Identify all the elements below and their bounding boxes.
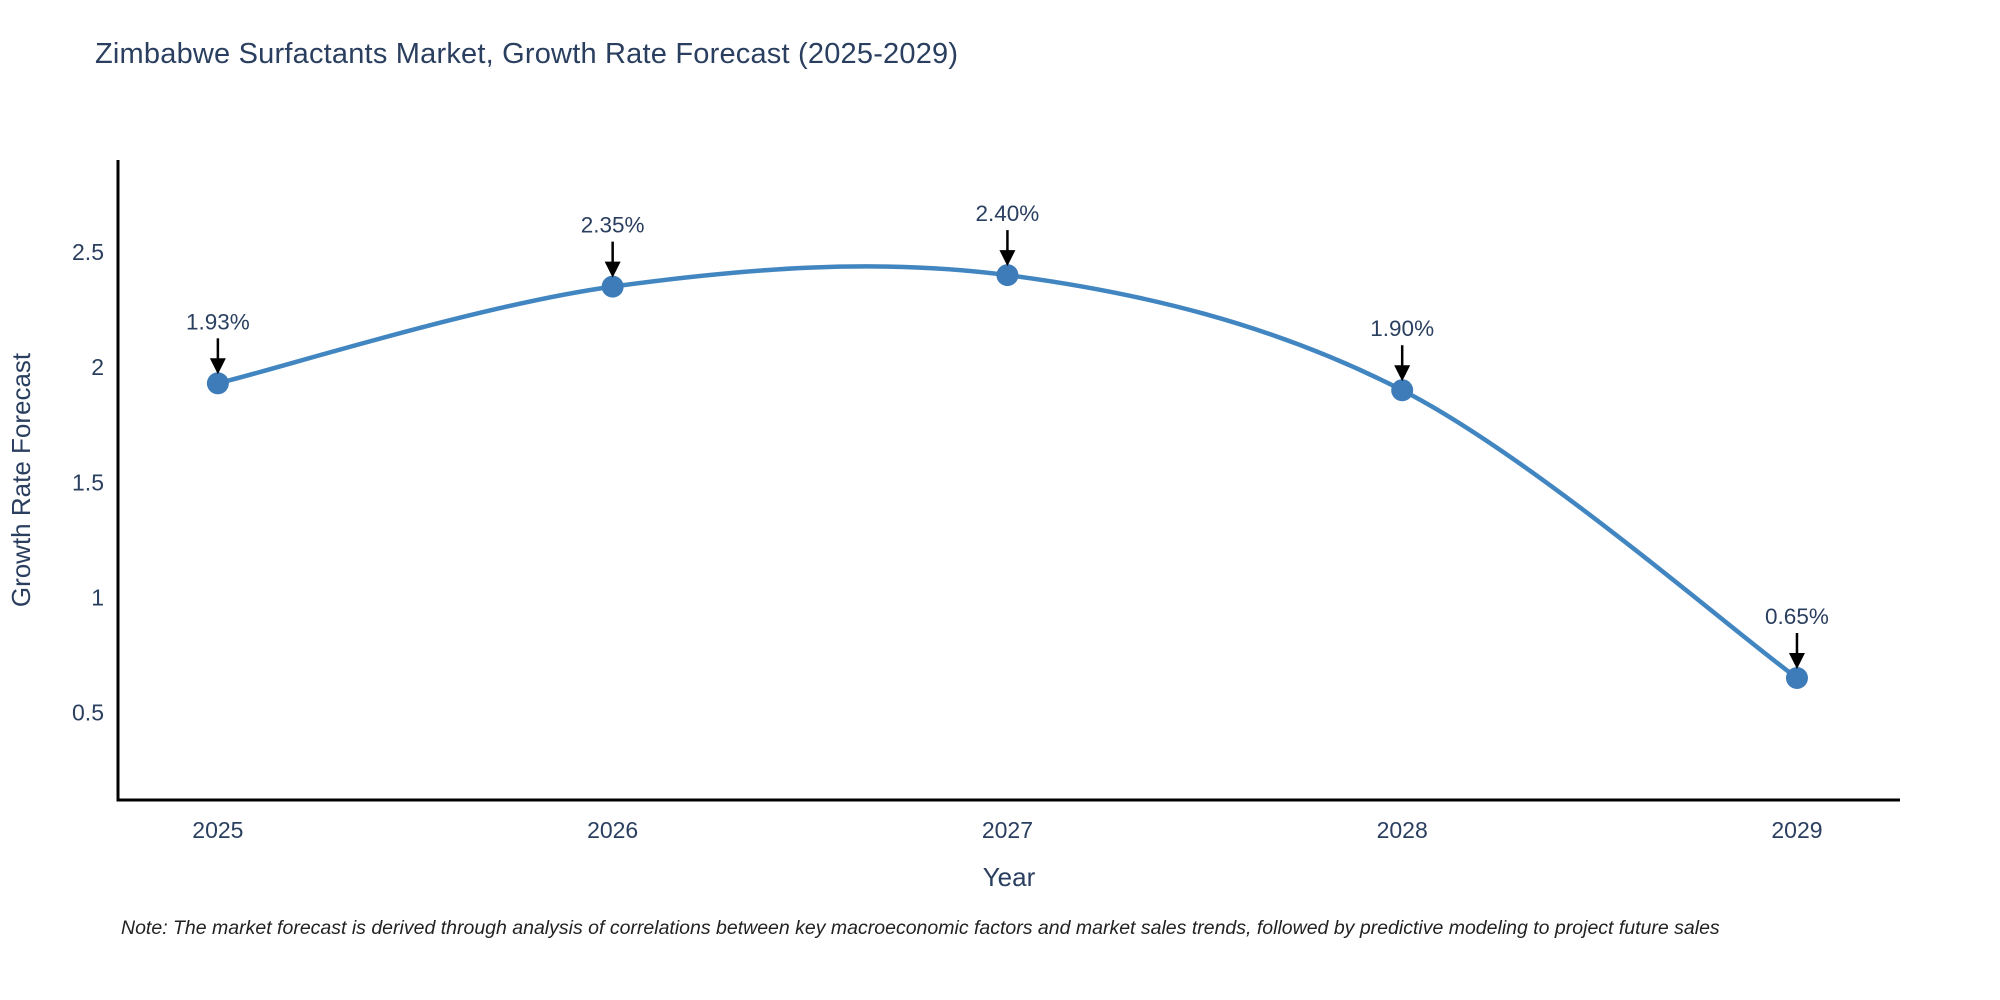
annotation-arrowhead — [604, 261, 621, 278]
annotation-label: 0.65% — [1765, 604, 1829, 629]
annotation-arrowhead — [1788, 652, 1805, 669]
annotation-label: 2.40% — [976, 201, 1040, 226]
x-tick-label: 2029 — [1771, 817, 1822, 843]
x-tick-label: 2027 — [982, 817, 1033, 843]
y-tick-label: 1 — [91, 584, 104, 610]
chart-title: Zimbabwe Surfactants Market, Growth Rate… — [95, 38, 959, 70]
annotation-label: 2.35% — [581, 213, 645, 238]
y-tick-label: 2.5 — [72, 239, 104, 265]
data-point — [996, 264, 1019, 287]
y-tick-label: 1.5 — [72, 469, 104, 495]
annotation-arrowhead — [1394, 365, 1411, 382]
annotation-arrowhead — [209, 358, 226, 375]
data-point — [206, 372, 229, 395]
x-tick-label: 2025 — [192, 817, 243, 843]
y-tick-label: 0.5 — [72, 700, 104, 726]
x-axis-title: Year — [983, 862, 1036, 892]
annotation-label: 1.93% — [186, 309, 250, 334]
data-point — [1391, 379, 1414, 402]
data-point — [1785, 666, 1808, 689]
note-text: Note: The market forecast is derived thr… — [121, 917, 1720, 939]
annotation-arrowhead — [999, 250, 1016, 267]
x-tick-label: 2026 — [587, 817, 638, 843]
annotation-label: 1.90% — [1370, 316, 1434, 341]
x-tick-label: 2028 — [1377, 817, 1428, 843]
data-point — [601, 275, 624, 298]
series-line — [215, 264, 1800, 681]
y-axis-title: Growth Rate Forecast — [6, 352, 36, 607]
y-tick-label: 2 — [91, 354, 104, 380]
